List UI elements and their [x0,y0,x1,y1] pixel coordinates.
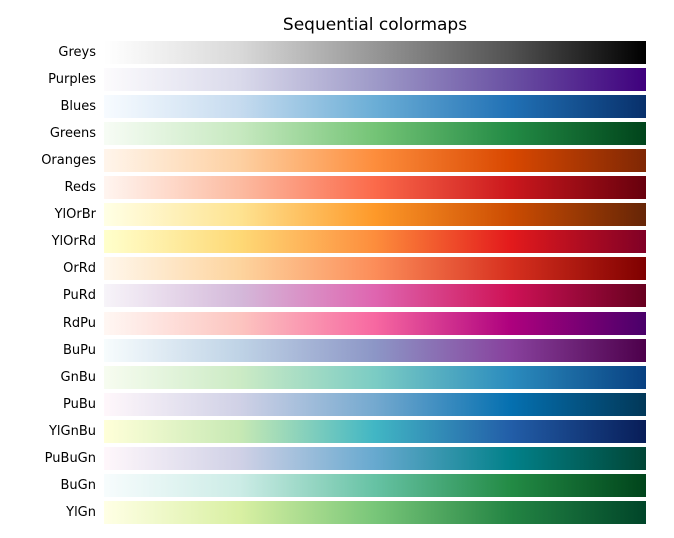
colormap-label: Reds [64,180,96,196]
colormap-label: Greys [58,45,96,60]
colormap-gradient-bar [104,68,646,92]
colormap-row: Greys [0,41,674,64]
colormap-gradient-bar [104,392,646,416]
colormap-row: BuPu [0,338,674,362]
colormap-label: PuRd [62,288,96,304]
colormap-row: BuGn [0,473,674,497]
colormap-row: YlOrBr [0,203,674,227]
colormap-gradient-bar [104,311,646,335]
colormap-label: Blues [60,99,96,115]
colormap-label: YlOrBr [54,207,96,223]
colormap-label: OrRd [63,261,96,277]
colormap-label: BuPu [62,342,96,358]
colormap-gradient-bar [104,203,646,227]
colormap-label: RdPu [62,315,96,331]
colormap-label: Purples [48,72,96,88]
colormap-label: YlGnBu [48,423,96,439]
colormap-label: YlGn [66,504,96,520]
colormap-row: PuBu [0,392,674,416]
colormap-label: Greens [49,126,96,142]
colormap-row: YlGnBu [0,419,674,443]
chart-title: Sequential colormaps [282,15,468,35]
colormap-label: YlOrRd [51,234,96,250]
colormap-gradient-bar [104,419,646,443]
colormap-row: Blues [0,95,674,119]
colormap-row: YlGn [0,500,674,524]
colormap-row: PuBuGn [0,446,674,470]
colormap-gradient-bar [104,365,646,389]
colormap-label: PuBuGn [44,450,96,466]
colormap-row: RdPu [0,311,674,335]
colormap-gradient-bar [104,257,646,281]
colormap-gradient-bar [104,41,646,64]
colormap-label: PuBu [62,396,96,412]
colormap-row: GnBu [0,365,674,389]
colormap-gradient-bar [104,446,646,470]
colormap-gradient-bar [104,284,646,308]
colormap-row: PuRd [0,284,674,308]
colormap-label: BuGn [60,477,96,493]
colormap-label: GnBu [60,369,96,385]
colormap-gradient-bar [104,122,646,146]
colormap-gradient-bar [104,500,646,524]
colormap-row: YlOrRd [0,230,674,254]
colormap-gradient-bar [104,149,646,173]
colormap-row: Purples [0,68,674,92]
colormap-gradient-bar [104,473,646,497]
colormap-row: OrRd [0,257,674,281]
colormap-row: Oranges [0,149,674,173]
colormap-gradient-bar [104,338,646,362]
colormap-label: Oranges [41,153,96,169]
colormap-row: Greens [0,122,674,146]
colormap-gradient-bar [104,95,646,119]
colormap-gradient-bar [104,230,646,254]
colormap-row: Reds [0,176,674,200]
colormap-gradient-bar [104,176,646,200]
